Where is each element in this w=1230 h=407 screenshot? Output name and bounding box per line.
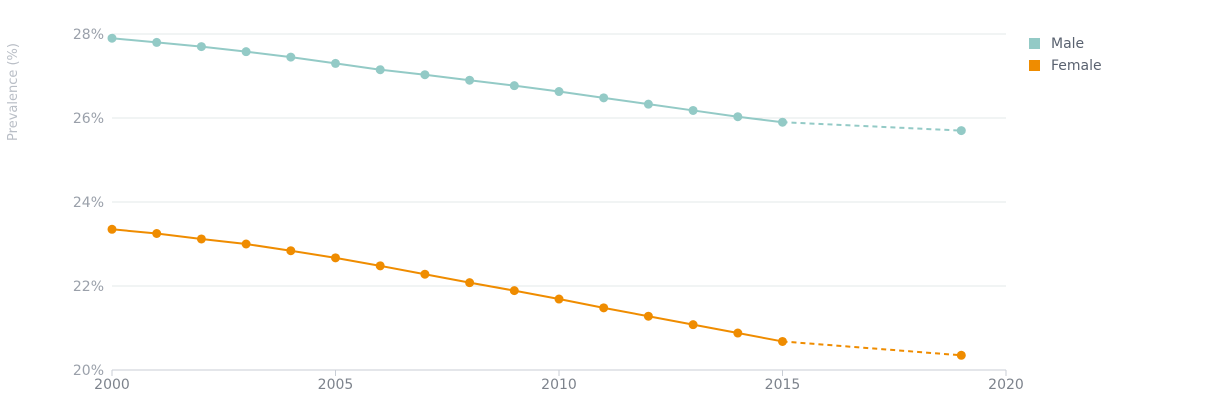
data-point-female — [956, 350, 966, 360]
series-lines — [107, 33, 966, 360]
x-tick-label: 2015 — [765, 377, 801, 393]
data-point-female — [286, 246, 296, 256]
legend: Male Female — [1029, 36, 1102, 74]
x-tick-label: 2005 — [318, 377, 354, 393]
grid-lines — [112, 33, 1006, 371]
data-point-male — [286, 52, 296, 62]
legend-swatch-male — [1029, 38, 1040, 49]
legend-swatch-female — [1029, 60, 1040, 71]
y-axis-title: Prevalence (%) — [6, 43, 21, 141]
data-point-female — [599, 303, 609, 313]
data-point-female — [733, 328, 743, 338]
y-tick-label: 24% — [73, 195, 104, 211]
data-point-male — [241, 47, 251, 57]
data-point-female — [554, 294, 564, 304]
data-point-male — [643, 99, 653, 109]
y-tick-label: 20% — [73, 363, 104, 379]
data-point-male — [688, 105, 698, 115]
data-point-male — [375, 65, 385, 75]
data-point-male — [778, 117, 787, 127]
y-tick-label: 26% — [73, 111, 104, 127]
x-tick-label: 2000 — [94, 377, 130, 393]
data-point-male — [554, 87, 564, 97]
data-point-female — [420, 269, 430, 279]
data-point-male — [107, 33, 117, 43]
data-point-female — [375, 261, 385, 271]
data-point-male — [733, 112, 743, 122]
data-point-female — [643, 311, 653, 321]
series-projection-male — [782, 121, 962, 132]
y-tick-label: 22% — [73, 279, 104, 295]
data-point-female — [688, 320, 698, 330]
legend-label-male: Male — [1051, 36, 1084, 52]
data-point-male — [331, 58, 340, 68]
y-tick-label: 28% — [73, 27, 104, 43]
legend-label-female: Female — [1051, 58, 1102, 74]
data-point-male — [956, 126, 966, 136]
data-point-male — [509, 81, 519, 91]
series-line-male — [111, 37, 783, 124]
data-point-female — [465, 278, 475, 288]
data-point-male — [465, 75, 475, 85]
axes: 20% 22% 24% 26% 28% 2000 2005 2010 2015 2020 Preva… — [6, 27, 1024, 393]
data-point-female — [152, 229, 162, 238]
data-point-female — [331, 253, 340, 263]
data-point-male — [196, 42, 206, 52]
data-point-female — [196, 234, 206, 244]
data-point-female — [778, 336, 787, 346]
x-tick-label: 2010 — [541, 377, 577, 393]
data-point-female — [241, 239, 251, 249]
series-line-female — [111, 228, 783, 343]
series-projection-female — [782, 340, 962, 357]
data-point-male — [152, 37, 162, 47]
data-point-male — [420, 70, 430, 80]
data-point-female — [107, 224, 117, 234]
x-tick-label: 2020 — [988, 377, 1024, 393]
data-point-female — [509, 286, 519, 296]
data-point-male — [599, 93, 609, 103]
